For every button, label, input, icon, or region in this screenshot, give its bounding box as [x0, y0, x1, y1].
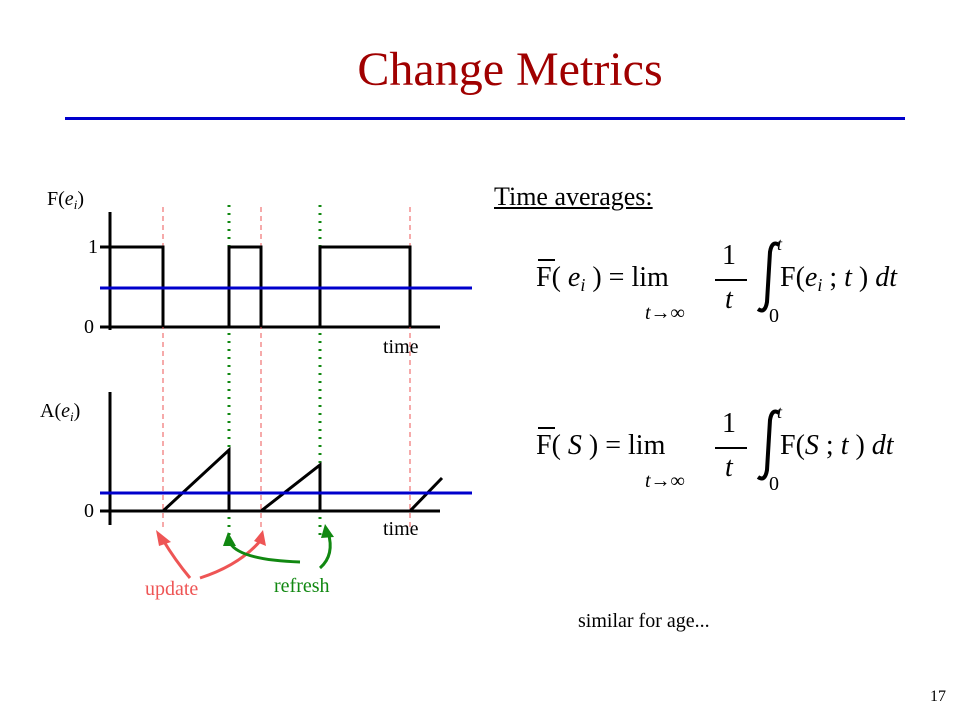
freshness-step-1: [110, 245, 165, 327]
update-annotation: update: [145, 578, 199, 600]
time-label-bottom: time: [383, 518, 419, 540]
subscript: i: [70, 409, 74, 424]
refresh-annotation: refresh: [274, 575, 330, 597]
tick-label-0-bottom: 0: [84, 500, 94, 522]
age-axis-label: A(ei): [40, 400, 80, 425]
close-paren: ): [848, 430, 872, 461]
update-event-lines: [162, 207, 411, 530]
refresh-arrowhead: [321, 524, 334, 538]
fn-name: F(: [536, 262, 561, 293]
tick-label-0-top: 0: [84, 316, 94, 338]
equals-lim: ) = lim: [581, 430, 666, 461]
eq1-limit: t→∞: [645, 302, 685, 324]
age-ramp-2: [260, 461, 322, 513]
var: e: [61, 400, 70, 422]
eq1-integrand: F(ei ; t ) dt: [780, 262, 897, 296]
similar-note: similar for age...: [578, 610, 710, 632]
title-underline: [65, 117, 905, 120]
close-paren: ): [73, 400, 81, 422]
dt: dt: [875, 262, 898, 293]
eq1-denominator: t: [725, 284, 733, 315]
eq1-integral-sign: [756, 241, 781, 313]
var: e: [567, 262, 581, 293]
eq1-numerator: 1: [722, 240, 736, 271]
dt: dt: [871, 430, 894, 461]
separator: ;: [822, 262, 845, 293]
eq2-denominator: t: [725, 452, 733, 483]
fn-name: F(: [536, 430, 561, 461]
var-t: t: [844, 262, 852, 293]
subscript: i: [817, 275, 823, 295]
eq2-integrand: F(S ; t ) dt: [780, 430, 894, 462]
equals-lim: ) = lim: [592, 262, 669, 293]
age-ramp-1: [161, 446, 231, 513]
time-label-top: time: [383, 336, 419, 358]
update-arrowhead: [254, 530, 266, 546]
fn-name: A(: [40, 400, 62, 422]
eq2-numerator: 1: [722, 408, 736, 439]
fn-name: F(: [47, 188, 65, 210]
var: e: [804, 262, 818, 293]
var: S: [567, 430, 582, 461]
refresh-arrows: [228, 531, 332, 570]
eq2-lhs: F( S ) = lim: [536, 430, 665, 462]
eq1-lhs: F( ei ) = lim: [536, 262, 669, 296]
fn-name: F(: [780, 430, 805, 461]
slide-title: Change Metrics: [357, 43, 663, 96]
update-arrow: [161, 539, 192, 579]
separator: ;: [818, 430, 841, 461]
subscript: i: [580, 275, 586, 295]
close-paren: ): [77, 188, 84, 210]
eq2-limit: t→∞: [645, 470, 685, 492]
close-paren: ): [851, 262, 876, 293]
update-arrows: [161, 539, 263, 580]
time-averages-heading: Time averages:: [494, 182, 653, 211]
refresh-arrowhead: [223, 532, 236, 546]
var: S: [804, 430, 819, 461]
var: e: [64, 188, 74, 210]
update-arrowhead: [156, 530, 171, 546]
refresh-event-lines: [227, 205, 322, 540]
var-t: t: [840, 430, 849, 461]
eq1-lower-limit: 0: [769, 305, 779, 327]
fn-name: F(: [780, 262, 805, 293]
freshness-axis-label: F(ei): [47, 188, 84, 213]
page-number: 17: [930, 688, 946, 705]
eq2-integral-sign: [756, 409, 781, 481]
eq2-lower-limit: 0: [769, 473, 779, 495]
update-arrow: [199, 539, 263, 580]
tick-label-1: 1: [88, 236, 98, 258]
eq2-upper-limit: t: [777, 402, 783, 422]
eq1-upper-limit: t: [777, 234, 783, 254]
subscript: i: [73, 197, 78, 212]
